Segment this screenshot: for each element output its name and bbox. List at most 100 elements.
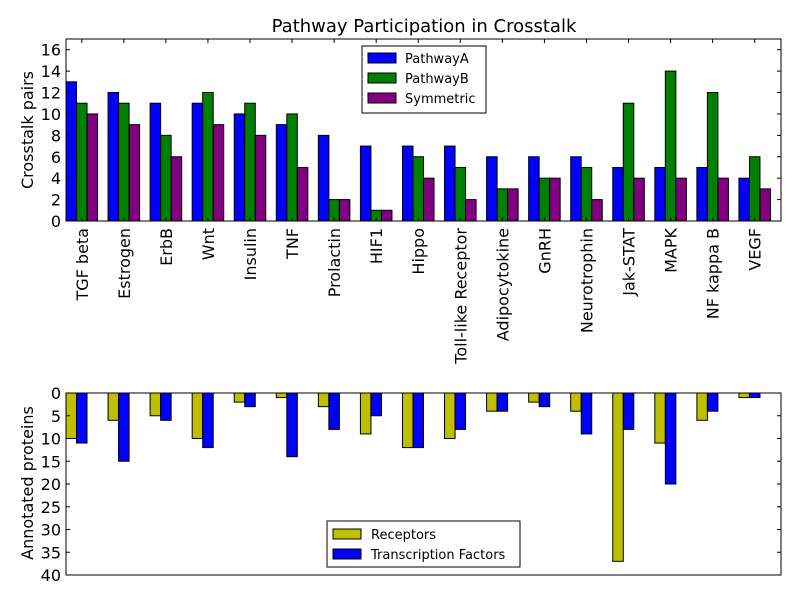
x-tick-label-erbb: ErbB	[157, 228, 176, 266]
legend-label-transcription-factors: Transcription Factors	[370, 548, 506, 563]
bar-receptors-vegf	[738, 392, 750, 399]
bar-symmetric-wnt	[212, 124, 225, 222]
bar-pathwayb-estrogen	[118, 102, 130, 222]
bar-transcription-factors-hippo	[412, 392, 424, 449]
bar-symmetric-vegf	[759, 188, 771, 222]
bar-transcription-factors-estrogen	[118, 392, 130, 462]
bar-symmetric-prolactin	[338, 199, 351, 222]
bar-transcription-factors-prolactin	[328, 392, 340, 430]
legend-swatch-pathwaya	[367, 52, 397, 64]
bar-transcription-factors-wnt	[202, 392, 214, 449]
bar-receptors-adipocytokine	[486, 392, 498, 412]
x-tick-label-mapk: MAPK	[662, 227, 681, 272]
legend-swatch-symmetric	[367, 92, 397, 104]
bar-pathwayb-gnrh	[538, 177, 551, 222]
bar-receptors-prolactin	[317, 392, 330, 408]
bar-pathwaya-gnrh	[528, 156, 540, 222]
x-axis-tick-labels: TGF beta Estrogen ErbB Wnt Insulin TNF Prolact…	[73, 39, 765, 365]
bar-pathwayb-tgf-beta	[76, 102, 88, 222]
bar-pathwayb-insulin	[244, 102, 256, 222]
bar-symmetric-estrogen	[128, 124, 141, 222]
bar-symmetric-hif1	[380, 209, 393, 222]
x-tick-label-gnrh: GnRH	[535, 228, 554, 274]
bar-pathwayb-hippo	[412, 156, 424, 222]
bar-pathwaya-erbb	[149, 102, 162, 222]
x-tick-label-nf-kappa-b: NF kappa B	[704, 228, 723, 319]
y-tick-label: 25	[41, 498, 61, 517]
bar-pathwaya-tnf	[275, 124, 288, 222]
legend-label-pathwaya: PathwayA	[405, 52, 469, 67]
plot-frame	[65, 392, 782, 576]
legend: PathwayA PathwayB Symmetric	[361, 45, 487, 114]
x-tick-label-toll-like-receptor: Toll-like Receptor	[451, 228, 470, 365]
bar-transcription-factors-mapk	[664, 392, 677, 485]
legend-swatch-pathwayb	[367, 72, 397, 84]
bar-receptors-toll-like-receptor	[444, 392, 456, 439]
bar-pathwayb-nf-kappa-b	[706, 92, 719, 222]
legend-label-pathwayb: PathwayB	[405, 72, 469, 87]
crosstalk-chart: Pathway Participation in Crosstalk Cross…	[18, 16, 782, 365]
bar-symmetric-mapk	[675, 177, 687, 222]
y-tick-label: 12	[41, 84, 61, 103]
x-tick-label-vegf: VEGF	[746, 228, 765, 271]
bar-pathwaya-vegf	[738, 177, 750, 222]
bar-pathwaya-adipocytokine	[486, 156, 498, 222]
bar-pathwaya-neurotrophin	[570, 156, 582, 222]
bar-transcription-factors-insulin	[244, 392, 256, 408]
bar-receptors-insulin	[233, 392, 246, 403]
bar-pathwaya-hif1	[359, 145, 372, 222]
y-axis-ticks: 0 5 10 15 20 25 30 35 40	[41, 384, 781, 585]
bar-pathwaya-insulin	[233, 113, 246, 222]
x-tick-label-tnf: TNF	[283, 228, 302, 260]
bar-transcription-factors-hif1	[370, 392, 382, 417]
bar-symmetric-toll-like-receptor	[465, 199, 477, 222]
bar-symmetric-jak-stat	[633, 177, 645, 222]
bar-transcription-factors-neurotrophin	[580, 392, 593, 435]
bar-pathwaya-estrogen	[107, 92, 120, 222]
bar-receptors-hippo	[401, 392, 414, 449]
y-tick-label: 15	[41, 452, 61, 471]
y-tick-label: 20	[41, 475, 61, 494]
bar-symmetric-nf-kappa-b	[717, 177, 729, 222]
bar-receptors-neurotrophin	[570, 392, 582, 412]
y-tick-label: 5	[51, 407, 61, 426]
bar-pathwaya-hippo	[401, 145, 414, 222]
bar-symmetric-neurotrophin	[591, 199, 603, 222]
y-tick-label: 14	[41, 62, 61, 81]
legend-swatch-receptors	[332, 528, 362, 540]
legend-label-symmetric: Symmetric	[405, 92, 475, 107]
bar-pathwaya-nf-kappa-b	[696, 166, 708, 222]
bar-pathwayb-vegf	[748, 156, 761, 222]
y-tick-label: 0	[51, 212, 61, 231]
y-tick-label: 10	[41, 430, 61, 449]
bar-pathwayb-jak-stat	[622, 102, 635, 222]
bar-pathwaya-prolactin	[317, 134, 330, 222]
y-tick-label: 30	[41, 521, 61, 540]
bar-pathwaya-tgf-beta	[65, 81, 78, 222]
bar-symmetric-tnf	[296, 166, 309, 222]
bar-receptors-tnf	[275, 392, 288, 399]
legend-swatch-transcription-factors	[332, 548, 362, 560]
bar-transcription-factors-nf-kappa-b	[706, 392, 719, 412]
x-tick-label-tgf-beta: TGF beta	[73, 228, 92, 302]
y-tick-label: 40	[41, 566, 61, 585]
bar-pathwaya-wnt	[191, 102, 204, 222]
bar-pathwayb-neurotrophin	[580, 166, 593, 222]
bar-receptors-wnt	[191, 392, 204, 439]
bar-receptors-estrogen	[107, 392, 120, 421]
bar-symmetric-hippo	[423, 177, 435, 222]
plot-frame	[65, 38, 782, 222]
bar-receptors-nf-kappa-b	[696, 392, 708, 421]
y-tick-label: 16	[41, 41, 61, 60]
x-tick-label-estrogen: Estrogen	[115, 228, 134, 299]
bar-pathwayb-tnf	[286, 113, 298, 222]
y-tick-label: 6	[51, 148, 61, 167]
y-axis-label: Crosstalk pairs	[18, 71, 37, 189]
x-tick-label-neurotrophin: Neurotrophin	[577, 228, 596, 333]
bar-transcription-factors-adipocytokine	[496, 392, 509, 412]
bar-transcription-factors-tgf-beta	[76, 392, 88, 444]
bar-pathwayb-wnt	[202, 92, 214, 222]
bar-receptors-hif1	[359, 392, 372, 435]
bar-pathwayb-adipocytokine	[496, 188, 509, 222]
